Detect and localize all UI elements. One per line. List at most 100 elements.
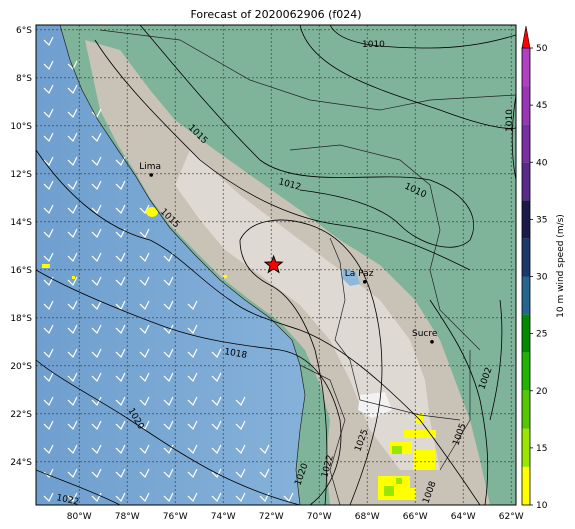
wind-barb — [91, 108, 102, 119]
colorbar-segment — [522, 352, 530, 391]
chart-title: Forecast of 2020062906 (f024) — [190, 8, 362, 21]
wind-barb — [67, 108, 78, 119]
wind-barb — [211, 348, 222, 359]
longitude-tick-label: 80°W — [67, 512, 92, 522]
wind-barb — [43, 84, 54, 95]
contour-label: 1022 — [55, 493, 79, 508]
wind-barb — [43, 276, 54, 287]
wind-barb — [115, 444, 126, 455]
wind-barb — [211, 420, 222, 431]
longitude-tick-label: 76°W — [163, 512, 188, 522]
wind-barb — [43, 372, 54, 383]
wind-barb — [67, 84, 78, 95]
wind-barb — [235, 444, 246, 455]
colorbar-segment — [522, 466, 530, 505]
wind-barb — [43, 420, 54, 431]
wind-barb — [67, 156, 78, 167]
wind-barb — [163, 468, 174, 479]
lake-titicaca — [342, 268, 360, 286]
longitude-tick-label: 62°W — [499, 512, 524, 522]
contour-label: 1018 — [223, 347, 248, 361]
longitude-tick-label: 72°W — [259, 512, 284, 522]
wind-barb — [91, 180, 102, 191]
wind-barb — [139, 204, 150, 215]
wind-barb — [115, 468, 126, 479]
colorbar-segment — [522, 314, 530, 353]
wind-barb — [91, 300, 102, 311]
latitude-tick-label: 10°S — [10, 122, 32, 132]
wind-barb — [211, 468, 222, 479]
wind-barb — [163, 276, 174, 287]
wind-barb — [67, 204, 78, 215]
wind-barb — [91, 348, 102, 359]
latitude-tick-label: 8°S — [16, 74, 32, 84]
contour-label: 1010 — [362, 40, 385, 50]
longitude-tick-label: 64°W — [451, 512, 476, 522]
colorbar-tick-label: 15 — [536, 444, 547, 454]
wind-barb — [259, 444, 270, 455]
city-label-sucre: Sucre — [412, 329, 438, 339]
wind-barb — [187, 420, 198, 431]
wind-barb — [163, 420, 174, 431]
wind-barb — [67, 228, 78, 239]
wind-barb — [187, 300, 198, 311]
colorbar-tick-label: 45 — [536, 101, 547, 111]
wind-barb — [139, 396, 150, 407]
wind-barb — [283, 492, 294, 503]
colorbar-segment — [522, 86, 530, 125]
pressure-contours — [36, 25, 516, 505]
wind-barb — [187, 444, 198, 455]
longitude-tick-label: 70°W — [307, 512, 332, 522]
wind-barb — [163, 252, 174, 263]
contour-label: 1010 — [505, 109, 515, 132]
wind-barb — [187, 324, 198, 335]
wind-barb — [163, 348, 174, 359]
longitude-ticks: 80°W 78°W 76°W 74°W 72°W 70°W 68°W 66°W 64°W 62°W — [67, 512, 524, 522]
wind-barb — [139, 324, 150, 335]
wind-barb — [91, 420, 102, 431]
latitude-tick-label: 16°S — [10, 266, 32, 276]
wind-barb — [139, 300, 150, 311]
wind-barb — [115, 276, 126, 287]
wind-barb — [139, 348, 150, 359]
wind-barb — [139, 372, 150, 383]
colorbar-extend-triangle — [521, 25, 531, 49]
colorbar-tick-label: 50 — [536, 44, 548, 54]
wind-barb — [67, 132, 78, 143]
wind-barb — [163, 372, 174, 383]
wind-barb — [43, 156, 54, 167]
altiplano — [175, 150, 440, 470]
wind-barb — [43, 396, 54, 407]
colorbar-tick-label: 25 — [536, 330, 547, 340]
colorbar-label: 10 m wind speed (m/s) — [556, 214, 566, 318]
colorbar-segment — [522, 276, 530, 315]
wind-barb — [43, 444, 54, 455]
wind-barb — [67, 420, 78, 431]
wind-barb — [67, 348, 78, 359]
wind-barb — [91, 468, 102, 479]
latitude-tick-label: 6°S — [16, 26, 32, 36]
wind-barb — [187, 492, 198, 503]
wind-barb — [163, 492, 174, 503]
colorbar-segment — [522, 428, 530, 467]
latitude-tick-label: 14°S — [10, 218, 32, 228]
wind-barb — [43, 132, 54, 143]
wind-barb — [139, 228, 150, 239]
latitude-tick-label: 12°S — [10, 170, 32, 180]
latitude-tick-label: 24°S — [10, 458, 32, 468]
wind-barb — [67, 396, 78, 407]
wind-barb — [67, 300, 78, 311]
wind-barb — [115, 156, 126, 167]
wind-barb — [235, 420, 246, 431]
wind-barb — [43, 108, 54, 119]
wind-barb — [139, 420, 150, 431]
colorbar-segment — [522, 238, 530, 277]
wind-barb — [91, 132, 102, 143]
wind-barb — [211, 444, 222, 455]
wind-barb — [139, 468, 150, 479]
map-frame — [35, 24, 517, 506]
wind-barb — [187, 348, 198, 359]
salar-uyuni — [358, 392, 392, 418]
wind-barb — [67, 324, 78, 335]
longitude-tick-label: 68°W — [355, 512, 380, 522]
